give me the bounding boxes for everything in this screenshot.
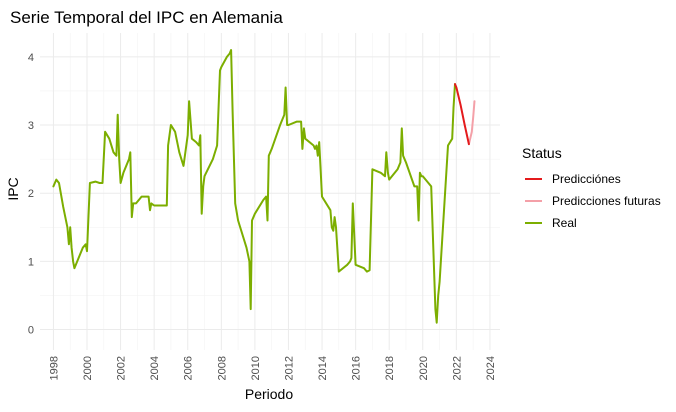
x-tick-label: 2020: [418, 356, 430, 380]
x-tick-label: 2024: [485, 356, 497, 380]
axis-layer: 1998 2000 2002 2004 2006 2008 2010 2012 2014 2016…: [28, 52, 497, 381]
legend: Status Predicciónes Predicciones futuras R…: [522, 145, 661, 230]
y-axis-title: IPC: [5, 177, 21, 200]
y-tick-label: 2: [28, 188, 34, 200]
chart-title: Serie Temporal del IPC en Alemania: [10, 8, 283, 27]
x-tick-label: 2022: [451, 356, 463, 380]
x-tick-label: 2002: [116, 356, 128, 380]
x-tick-label: 2004: [149, 356, 161, 380]
x-tick-label: 2006: [183, 356, 195, 380]
series-layer: [52, 49, 476, 324]
legend-item-label: Predicciónes: [552, 172, 621, 186]
y-tick-label: 3: [28, 120, 34, 132]
series-line-real: [52, 49, 456, 324]
x-tick-label: 2016: [351, 356, 363, 380]
x-tick-label: 2014: [317, 356, 329, 380]
x-tick-label: 1998: [48, 356, 60, 380]
legend-item-label: Real: [552, 216, 577, 230]
y-tick-label: 4: [28, 52, 34, 64]
y-tick-label: 1: [28, 256, 34, 268]
x-tick-label: 2012: [283, 356, 295, 380]
x-axis-title: Periodo: [245, 386, 293, 402]
x-tick-label: 2010: [250, 356, 262, 380]
legend-items: Predicciónes Predicciones futuras Real: [525, 172, 661, 230]
series-line-predicci-nes: [454, 83, 470, 146]
y-tick-label: 0: [28, 325, 34, 337]
legend-item-label: Predicciones futuras: [552, 194, 661, 208]
x-tick-label: 2000: [82, 356, 94, 380]
grid-layer: [40, 33, 500, 350]
legend-title: Status: [522, 145, 562, 161]
x-tick-label: 2018: [384, 356, 396, 380]
x-tick-label: 2008: [216, 356, 228, 380]
series-line-predicciones-futuras: [467, 100, 476, 146]
